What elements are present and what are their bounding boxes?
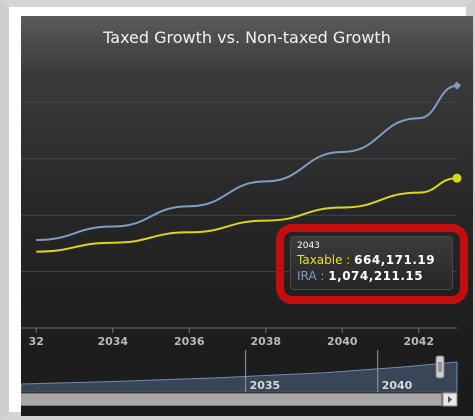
tooltip-taxable-value: 664,171.19 [354,253,436,267]
x-tick-label: 2036 [174,335,205,348]
arrow-right-icon [448,396,452,403]
scrollbar-thumb[interactable] [21,394,441,405]
series-point-ira[interactable] [453,81,461,90]
tooltip-taxable-label: Taxable : [297,253,351,267]
tooltip-ira-label: IRA : [297,269,325,283]
chart-title: Taxed Growth vs. Non-taxed Growth [103,28,391,47]
series-group [36,81,462,253]
tooltip-highlight-ring [276,224,468,304]
tooltip-row-ira: IRA : 1,074,211.15 [297,268,446,284]
navigator-series-area [21,361,458,393]
navigator-tick-label: 2035 [250,379,281,392]
navigator-tick-label: 2040 [382,379,413,392]
chart-plot: 32 2034 2036 2038 2040 2042 2035 2040 [21,45,462,407]
x-tick-label: 2040 [327,335,358,348]
x-tick-label: 2038 [250,335,281,348]
series-line-taxable [36,177,458,253]
chart-panel: Taxed Growth vs. Non-taxed Growth 32 2034… [21,16,473,416]
tooltip-date: 2043 [297,241,320,251]
navigator-handle-right[interactable] [435,355,445,379]
series-line-ira [36,84,458,241]
series-point-taxable[interactable] [452,173,462,183]
x-tick-label: 2034 [97,335,128,348]
tooltip-row-taxable: Taxable : 664,171.19 [297,252,446,268]
x-tick-label: 32 [29,335,44,348]
data-tooltip: 2043 Taxable : 664,171.19 IRA : 1,074,21… [290,236,453,290]
x-axis-ticks: 32 2034 2036 2038 2040 2042 [29,328,434,348]
x-tick-label: 2042 [403,335,434,348]
navigator-ticks: 2035 2040 [245,350,413,392]
tooltip-ira-value: 1,074,211.15 [328,269,424,283]
